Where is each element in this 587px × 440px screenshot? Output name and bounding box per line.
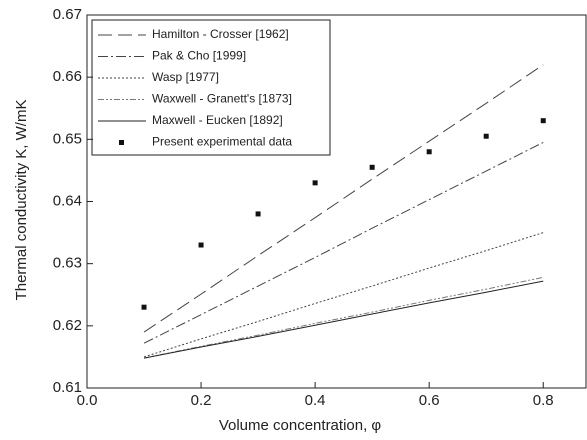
legend-label: Wasp [1977]: [152, 70, 219, 84]
series-line: [143, 232, 544, 358]
data-point: [369, 164, 375, 170]
legend-box: [91, 19, 331, 156]
y-tick-label: 0.65: [53, 130, 82, 147]
legend-label: Hamilton - Crosser [1962]: [152, 27, 289, 41]
legend-label: Pak & Cho [1999]: [152, 49, 246, 63]
y-tick-label: 0.67: [53, 6, 82, 23]
x-tick-label: 0.2: [191, 392, 212, 409]
legend-label: Maxwell - Eucken [1892]: [152, 113, 283, 127]
x-tick-label: 0.6: [419, 392, 440, 409]
y-tick-label: 0.61: [53, 379, 82, 396]
x-tick-label: 0.8: [533, 392, 554, 409]
series-line: [143, 280, 544, 359]
y-tick-label: 0.62: [53, 317, 82, 334]
legend-label: Present experimental data: [152, 135, 292, 149]
data-point: [255, 211, 261, 217]
data-point: [426, 149, 432, 155]
series-line: [143, 64, 544, 333]
legend-label: Waxwell - Granett's [1873]: [152, 92, 292, 106]
series-line: [143, 141, 544, 344]
x-tick-label: 0.4: [305, 392, 326, 409]
y-tick-label: 0.66: [53, 68, 82, 85]
x-tick-label: 0.0: [77, 392, 98, 409]
data-point: [141, 304, 147, 310]
data-point: [483, 133, 489, 139]
x-axis-label: Volume concentration, φ: [219, 417, 382, 434]
y-tick-label: 0.63: [53, 255, 82, 272]
data-point: [312, 180, 318, 186]
y-tick-label: 0.64: [53, 192, 82, 209]
data-point: [540, 118, 546, 124]
legend-marker: [119, 140, 124, 145]
data-point: [198, 242, 204, 248]
y-axis-label: Thermal conductivity K, W/mK: [13, 100, 30, 301]
series-line: [143, 276, 544, 359]
